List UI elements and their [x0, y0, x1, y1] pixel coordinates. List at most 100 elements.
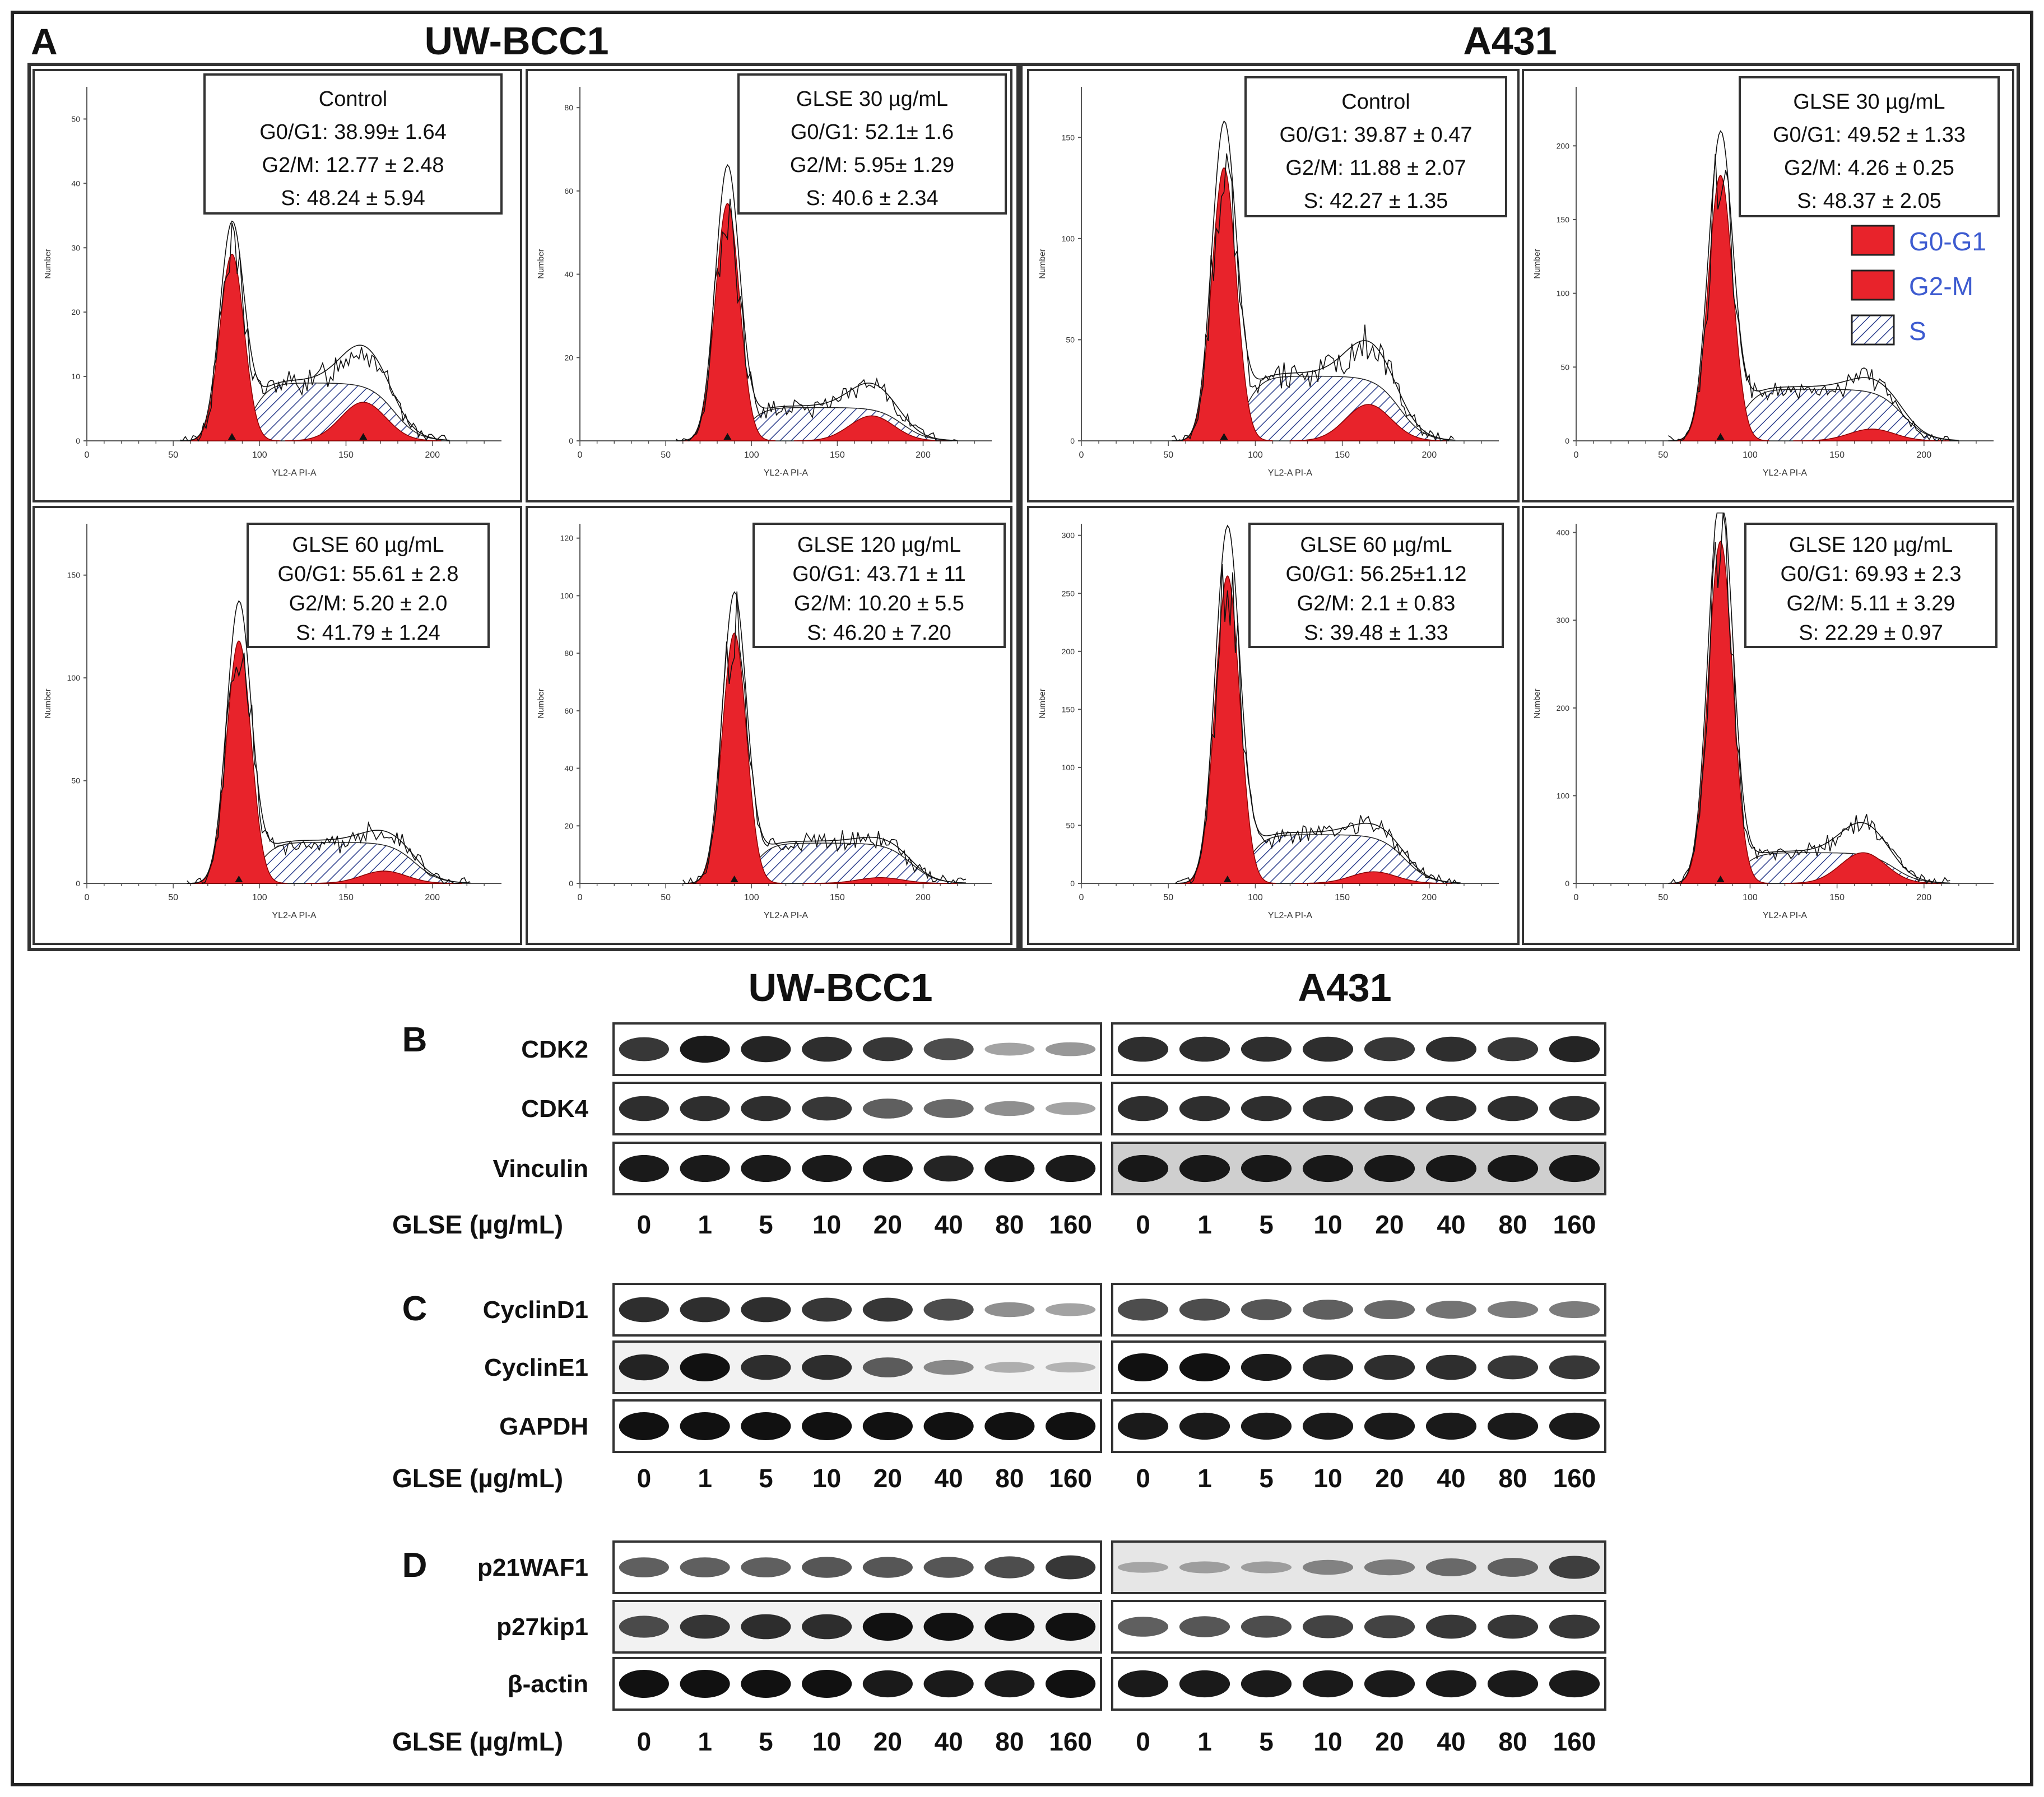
dose-value: 40 [935, 1727, 963, 1756]
panel-letter-a: A [31, 21, 58, 62]
figure-border [11, 11, 2033, 1786]
phase-stat: G2/M: 11.88 ± 2.07 [1285, 156, 1466, 180]
phase-stat: S: 39.48 ± 1.33 [1304, 621, 1448, 645]
blot-band [1046, 1613, 1096, 1641]
dose-value: 20 [874, 1727, 902, 1756]
dose-value: 10 [1313, 1727, 1342, 1756]
blot-band [1117, 1412, 1169, 1440]
blot-band [923, 1038, 974, 1060]
dose-value: 5 [1259, 1210, 1274, 1239]
y-tick-label: 50 [1066, 335, 1075, 344]
x-axis-label: YL2-A PI-A [764, 468, 808, 478]
blot-band [741, 1297, 791, 1323]
dose-value: 0 [1136, 1210, 1150, 1239]
x-tick-label: 200 [425, 893, 440, 902]
y-axis-label: Number [536, 249, 546, 278]
y-tick-label: 60 [564, 706, 573, 715]
y-axis-label: Number [1038, 249, 1047, 278]
x-tick-label: 150 [1335, 893, 1350, 902]
dose-value: 160 [1049, 1727, 1092, 1756]
x-tick-label: 100 [1743, 893, 1758, 902]
y-tick-label: 120 [560, 534, 574, 543]
blot-band [619, 1096, 669, 1121]
dose-value: 0 [637, 1727, 652, 1756]
fitted-model-trace [676, 164, 958, 441]
x-tick-label: 100 [744, 450, 759, 460]
dose-value: 40 [935, 1464, 963, 1493]
phase-stat: G2/M: 12.77 ± 2.48 [262, 153, 444, 177]
g2-m-peak [1289, 404, 1447, 441]
dose-value: 80 [1498, 1464, 1527, 1493]
y-tick-label: 0 [1070, 436, 1075, 445]
stats-box [737, 73, 1007, 215]
x-tick-label: 200 [1916, 893, 1931, 902]
phase-stat: S: 40.6 ± 2.34 [806, 187, 938, 210]
dose-value: 5 [759, 1464, 773, 1493]
blot-band [1425, 1614, 1477, 1639]
y-axis-label: Number [1532, 249, 1542, 278]
peak-marker [1716, 433, 1725, 440]
blot-band [1302, 1354, 1354, 1381]
legend-label: G2-M [1909, 272, 1973, 301]
g2-m-peak [285, 402, 442, 441]
x-tick-label: 150 [338, 893, 354, 902]
x-tick-label: 0 [85, 893, 90, 902]
phase-stat: G0/G1: 39.87 ± 0.47 [1279, 123, 1472, 147]
blot-band [1364, 1037, 1415, 1062]
blot-band [1179, 1561, 1230, 1573]
blot-band [984, 1362, 1035, 1373]
protein-label: β-actin [508, 1670, 588, 1698]
dose-value: 5 [1259, 1727, 1274, 1756]
y-tick-label: 200 [1062, 647, 1075, 656]
blot-band [1487, 1355, 1539, 1380]
blot-band [802, 1557, 852, 1578]
protein-label: CyclinE1 [484, 1354, 588, 1381]
peak-marker [235, 876, 243, 882]
raw-histogram-trace [1668, 153, 1958, 442]
fitted-model-trace [682, 591, 967, 884]
peak-marker [359, 433, 368, 440]
dose-value: 1 [698, 1210, 712, 1239]
blot-band [802, 1354, 852, 1380]
dose-value: 80 [995, 1464, 1024, 1493]
blot-band [1046, 1362, 1096, 1373]
legend-swatch [1851, 314, 1895, 346]
phase-stat: G0/G1: 56.25±1.12 [1286, 562, 1467, 586]
dose-value: 0 [1136, 1464, 1150, 1493]
blot-band [1549, 1036, 1600, 1063]
blot-band [862, 1154, 913, 1183]
y-tick-label: 300 [1557, 616, 1570, 625]
histogram-panel: 0 50 100 150 0 50 100 150 200 YL2-A PI-A Number GLS… [32, 506, 522, 945]
x-tick-label: 50 [168, 893, 178, 902]
x-tick-label: 200 [916, 893, 931, 902]
y-axis-label: Number [1532, 688, 1542, 718]
x-tick-label: 0 [85, 450, 90, 460]
y-tick-label: 100 [67, 673, 81, 682]
phase-stat: G2/M: 5.11 ± 3.29 [1786, 592, 1955, 616]
blot-band [1487, 1154, 1539, 1183]
blot-band [1117, 1154, 1169, 1183]
x-tick-label: 200 [1421, 450, 1437, 460]
blot-band [1364, 1096, 1415, 1121]
blot-band [1364, 1300, 1415, 1319]
blot-band [1487, 1670, 1539, 1698]
dose-value: 20 [1375, 1727, 1404, 1756]
y-tick-label: 150 [1062, 705, 1075, 714]
phase-stat: G2/M: 5.95± 1.29 [790, 153, 954, 177]
group-frame-uw-bcc1 [27, 63, 1020, 951]
phase-stat: S: 46.20 ± 7.20 [807, 621, 951, 645]
stats-box [1248, 523, 1504, 648]
histogram-panel: 0 100 200 300 400 0 50 100 150 200 YL2-A PI-A Numbe… [1522, 506, 2014, 945]
g2-m-peak [794, 415, 949, 441]
blot-band [923, 1670, 974, 1698]
y-tick-label: 20 [564, 821, 573, 830]
blot-band [1487, 1037, 1539, 1062]
blot-band [741, 1412, 791, 1440]
histogram-panel: 0 10 20 30 40 50 0 50 100 150 200 YL2-A PI-A Number C… [32, 69, 522, 502]
blot-band [1364, 1559, 1415, 1576]
blot-band [1117, 1298, 1169, 1321]
x-tick-label: 0 [1574, 893, 1579, 902]
blot-band [923, 1298, 974, 1321]
phase-stat: G2/M: 10.20 ± 5.5 [794, 592, 964, 616]
blot-band [680, 1297, 730, 1323]
